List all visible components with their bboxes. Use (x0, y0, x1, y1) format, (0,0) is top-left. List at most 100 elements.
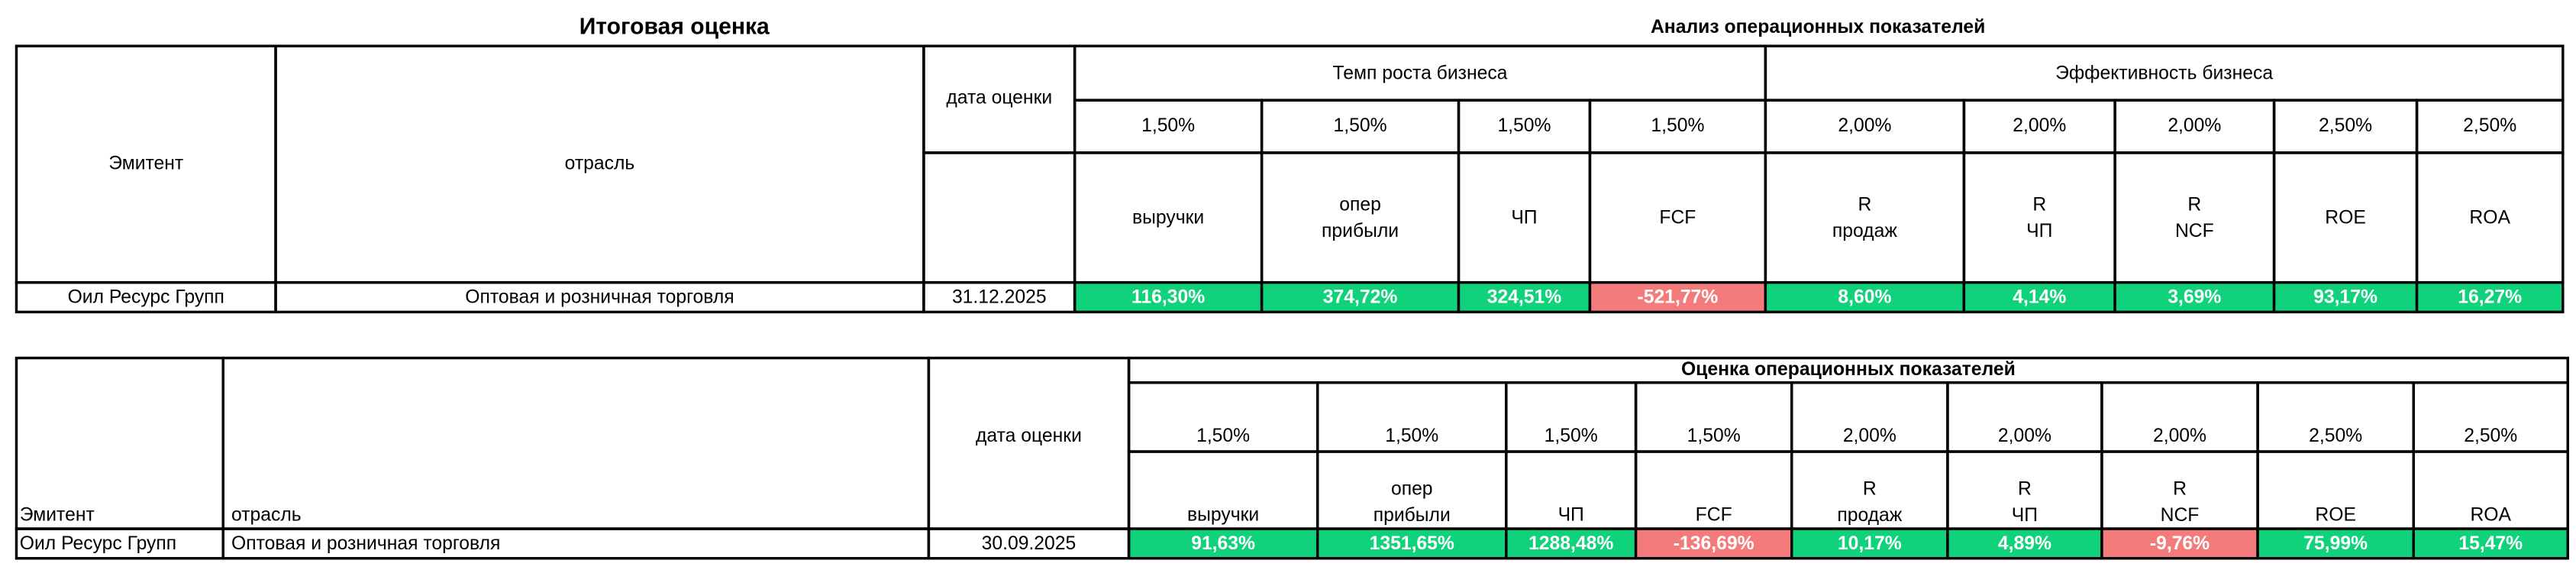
weight: 2,00% (2168, 115, 2221, 136)
group-header: Оценка операционных показателей (1681, 359, 2016, 380)
weight: 2,00% (1998, 426, 2051, 446)
cell-border (2113, 151, 2276, 284)
value: 15,47% (2458, 533, 2523, 554)
weight: 2,50% (2309, 426, 2362, 446)
weight: 2,00% (1838, 115, 1891, 136)
cell-fill (2413, 529, 2568, 559)
metric: R NCF (2161, 478, 2200, 525)
group-header: Темп роста бизнеса (1333, 63, 1508, 83)
cell-fill (2115, 282, 2274, 313)
value: 116,30% (1131, 287, 1205, 308)
cell-border (15, 356, 224, 530)
weight: 1,50% (1141, 115, 1195, 136)
value: 93,17% (2313, 287, 2377, 308)
header: дата оценки (976, 426, 1082, 446)
value: 3,69% (2168, 287, 2221, 308)
metric: выручки (1132, 207, 1204, 228)
header: Эмитент (108, 153, 183, 173)
cell-border (1260, 151, 1461, 284)
metric: R NCF (2175, 194, 2214, 241)
value: 1288,48% (1528, 533, 1613, 554)
value: 324,51% (1487, 287, 1562, 308)
cell-fill (1506, 529, 1636, 559)
weight: 2,00% (2153, 426, 2206, 446)
cell-fill (1128, 529, 1318, 559)
weight: 1,50% (1497, 115, 1551, 136)
cell-fill (1317, 529, 1506, 559)
cell-border (922, 151, 1077, 284)
metric: ROA (2469, 207, 2510, 228)
header: дата оценки (946, 88, 1052, 109)
cell-fill (2101, 529, 2258, 559)
cell-border (922, 280, 1077, 314)
cell-border (221, 356, 931, 530)
value: -9,76% (2150, 533, 2210, 554)
value: -136,69% (1674, 533, 1754, 554)
weight: 2,50% (2463, 115, 2516, 136)
cell-fill (1261, 282, 1459, 313)
cell-fill (2416, 282, 2563, 313)
metric: R ЧП (2012, 478, 2038, 525)
cell-border (1962, 151, 2116, 284)
industry: Оптовая и розничная торговля (231, 533, 500, 554)
weight: 1,50% (1687, 426, 1741, 446)
weight: 1,50% (1385, 426, 1438, 446)
cell-fill (1590, 282, 1766, 313)
metric: FCF (1696, 504, 1732, 525)
metric: опер прибыли (1322, 194, 1399, 241)
issuer: Оил Ресурс Групп (20, 533, 176, 554)
cell-border (1764, 151, 1966, 284)
cell-fill (1635, 529, 1792, 559)
value: 10,17% (1838, 533, 1902, 554)
weight: 2,50% (2319, 115, 2372, 136)
value: 1351,65% (1370, 533, 1454, 554)
metric: выручки (1187, 504, 1259, 525)
cell-border (2412, 527, 2569, 560)
weight: 1,50% (1334, 115, 1387, 136)
value: 75,99% (2303, 533, 2368, 554)
date: 31.12.2025 (952, 287, 1047, 308)
cell-fill (2274, 282, 2417, 313)
cell-border (2415, 280, 2565, 314)
value: 16,27% (2458, 287, 2522, 308)
cell-fill (1947, 529, 2102, 559)
value: 8,60% (1838, 287, 1891, 308)
weight: 1,50% (1651, 115, 1704, 136)
metric: R ЧП (2026, 194, 2052, 241)
cell-fill (1964, 282, 2116, 313)
value: 4,14% (2013, 287, 2066, 308)
value: 374,72% (1323, 287, 1398, 308)
weight: 2,00% (1843, 426, 1896, 446)
cell-border (927, 527, 1131, 560)
weight: 1,50% (1545, 426, 1598, 446)
cell-fill (1074, 282, 1262, 313)
metric: опер прибыли (1374, 478, 1451, 525)
cell-fill (2258, 529, 2414, 559)
metric: ЧП (1511, 207, 1537, 228)
title: Итоговая оценка (579, 15, 770, 40)
cell-fill (1791, 529, 1948, 559)
weight: 2,50% (2464, 426, 2517, 446)
header: отрасль (231, 504, 302, 525)
issuer: Оил Ресурс Групп (68, 287, 224, 308)
value: 91,63% (1191, 533, 1255, 554)
metric: FCF (1659, 207, 1696, 228)
metric: ROA (2470, 504, 2511, 525)
industry: Оптовая и розничная торговля (465, 287, 734, 308)
metric: ROE (2315, 504, 2356, 525)
weight: 1,50% (1196, 426, 1250, 446)
header: отрасль (565, 153, 635, 173)
value: 4,89% (1998, 533, 2051, 554)
metric: ЧП (1558, 504, 1584, 525)
group-header: Эффективность бизнеса (2055, 63, 2273, 83)
cell-fill (1765, 282, 1964, 313)
cell-fill (1458, 282, 1590, 313)
value: -521,77% (1638, 287, 1719, 308)
subtitle: Анализ операционных показателей (1651, 17, 1985, 37)
date: 30.09.2025 (982, 533, 1077, 554)
metric: ROE (2325, 207, 2366, 228)
weight: 2,00% (2013, 115, 2066, 136)
